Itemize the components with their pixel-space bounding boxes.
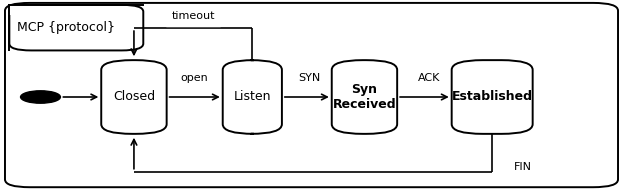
Text: timeout: timeout — [171, 10, 215, 21]
Text: open: open — [180, 73, 207, 83]
Text: Syn
Received: Syn Received — [333, 83, 396, 111]
Text: FIN: FIN — [515, 162, 532, 172]
Text: ACK: ACK — [418, 73, 440, 83]
Text: SYN: SYN — [298, 73, 321, 83]
Text: Established: Established — [452, 90, 533, 104]
Text: MCP {protocol}: MCP {protocol} — [17, 21, 115, 34]
FancyBboxPatch shape — [9, 5, 143, 50]
Text: Closed: Closed — [113, 90, 155, 104]
Circle shape — [21, 91, 60, 103]
FancyBboxPatch shape — [452, 60, 533, 134]
FancyBboxPatch shape — [5, 3, 618, 187]
Polygon shape — [9, 5, 40, 15]
FancyBboxPatch shape — [101, 60, 167, 134]
Text: Listen: Listen — [234, 90, 271, 104]
FancyBboxPatch shape — [331, 60, 397, 134]
FancyBboxPatch shape — [223, 60, 282, 134]
